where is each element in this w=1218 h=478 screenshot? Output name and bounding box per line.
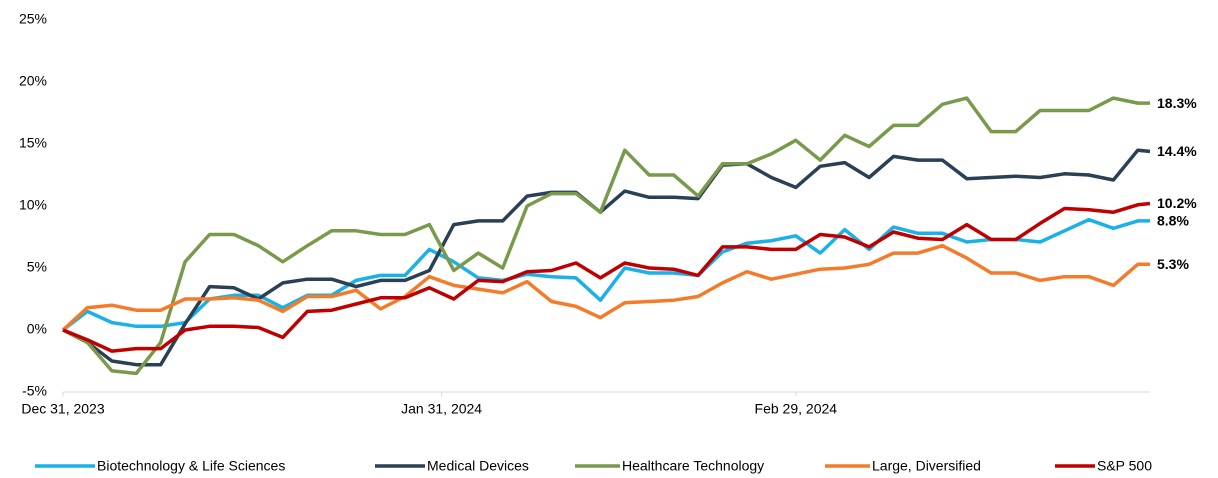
y-tick-label: 15%: [19, 135, 47, 151]
legend-label: Large, Diversified: [872, 458, 981, 474]
series-line: [62, 148, 1151, 367]
value-label: 8.8%: [1157, 213, 1189, 229]
y-tick-label: 5%: [27, 259, 47, 275]
y-tick-label: 10%: [19, 197, 47, 213]
legend-label: Medical Devices: [427, 458, 529, 474]
value-label: 10.2%: [1157, 195, 1197, 211]
x-tick-label: Jan 31, 2024: [401, 401, 482, 417]
x-tick-label: Dec 31, 2023: [21, 401, 104, 417]
value-label: 18.3%: [1157, 95, 1197, 111]
legend-label: Biotechnology & Life Sciences: [97, 458, 285, 474]
x-tick-label: Feb 29, 2024: [755, 401, 838, 417]
legend-label: S&P 500: [1097, 458, 1152, 474]
series-line: [62, 96, 1150, 376]
y-tick-label: 0%: [27, 321, 47, 337]
value-label: 5.3%: [1157, 256, 1189, 272]
y-tick-label: 25%: [19, 11, 47, 27]
series-line: [62, 201, 1151, 353]
y-tick-label: -5%: [22, 383, 47, 399]
series-line: [61, 243, 1150, 332]
y-tick-label: 20%: [19, 73, 47, 89]
value-label: 14.4%: [1157, 143, 1197, 159]
legend-label: Healthcare Technology: [622, 458, 764, 474]
